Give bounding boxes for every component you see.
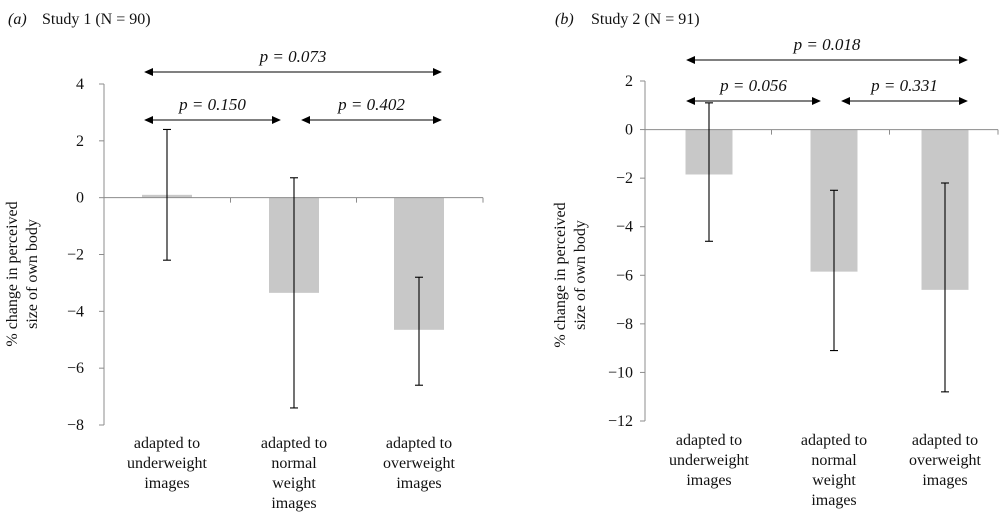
panel-b-ylabel-line-2: size of own body [572, 220, 589, 330]
panel-b-y-tick-label: −10 [608, 364, 633, 381]
panel-b-label: (b) [555, 11, 574, 28]
panel-a-p-value-label-2: p = 0.150 [178, 95, 246, 114]
panel-b-y-tick-label: −6 [616, 267, 633, 284]
panel-b-y-tick-label: −12 [608, 413, 633, 430]
panel-a-ylabel: % change in perceived size of own body [4, 201, 41, 346]
panel-a-y-tick-label: 4 [76, 76, 84, 93]
panel-b-ylabel-line-1: % change in perceived [552, 202, 569, 347]
panel-b-y-tick-label: −2 [616, 170, 633, 187]
panel-a-y-tick-label: 0 [76, 190, 84, 207]
panel-a-p-value-label-3: p = 0.402 [337, 95, 405, 114]
panel-a-category-label-3: adapted to overweight images [383, 435, 456, 492]
panel-b-y-tick-label: 0 [625, 122, 633, 139]
panel-b-plot-area: 2 0 −2 −4 −6 −8 −10 −12 adapted to underweight ima… [608, 35, 999, 509]
panel-b-p-value-label-2: p = 0.056 [719, 76, 787, 95]
panel-b-y-tick-label: −8 [616, 316, 633, 333]
panel-b-y-tick-label: −4 [616, 219, 633, 236]
panel-a-title: Study 1 (N = 90) [42, 11, 151, 28]
panel-b-chart: (b) Study 2 (N = 91) % change in perceiv… [552, 11, 999, 509]
panel-b-category-label-2: adapted to normal weight images [801, 432, 867, 509]
panel-a-y-tick-label: −4 [67, 303, 84, 320]
panel-a-chart: (a) Study 1 (N = 90) % change in perceiv… [4, 11, 484, 512]
panel-b-p-value-label-1: p = 0.018 [793, 35, 861, 54]
panel-b-y-tick-label: 2 [625, 73, 633, 90]
panel-a-y-tick-label: −2 [67, 247, 84, 264]
panel-b-ylabel: % change in perceived size of own body [552, 202, 589, 347]
panel-a-ylabel-line-1: % change in perceived [4, 201, 21, 346]
panel-a-y-tick-label: −8 [67, 417, 84, 434]
panel-a-ylabel-line-2: size of own body [24, 219, 41, 329]
panel-b-category-label-3: adapted to overweight images [909, 432, 982, 489]
panel-a-label: (a) [8, 11, 27, 28]
panel-b-p-value-label-3: p = 0.331 [870, 76, 938, 95]
panel-a-plot-area: 4 2 0 −2 −4 −6 −8 adapted to underweight images ad… [67, 47, 484, 512]
panel-a-p-value-label-1: p = 0.073 [259, 47, 327, 66]
panel-b-category-label-1: adapted to underweight images [669, 432, 750, 489]
panel-a-category-label-1: adapted to underweight images [127, 435, 208, 492]
panel-a-y-tick-label: 2 [76, 133, 84, 150]
panel-a-category-label-2: adapted to normal weight images [261, 435, 327, 512]
panel-b-title: Study 2 (N = 91) [591, 11, 700, 28]
panel-a-y-tick-label: −6 [67, 360, 84, 377]
